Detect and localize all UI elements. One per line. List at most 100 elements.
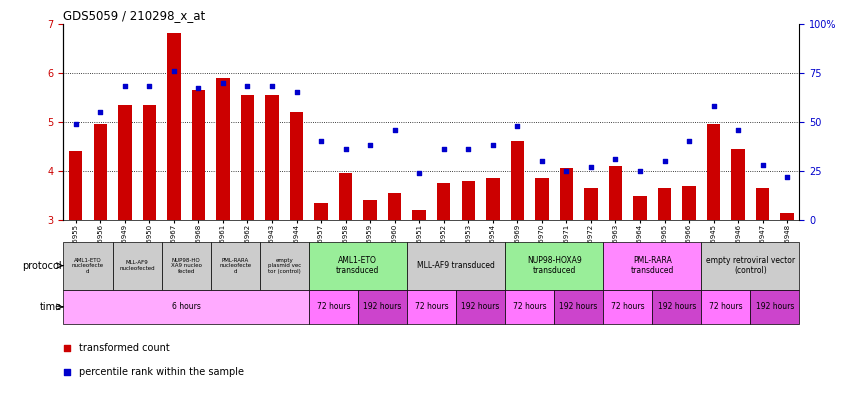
Bar xyxy=(652,290,701,324)
Text: percentile rank within the sample: percentile rank within the sample xyxy=(79,367,244,377)
Text: 72 hours: 72 hours xyxy=(415,302,448,311)
Bar xyxy=(290,112,303,220)
Text: 72 hours: 72 hours xyxy=(513,302,547,311)
Bar xyxy=(358,290,407,324)
Text: 72 hours: 72 hours xyxy=(316,302,350,311)
Text: 192 hours: 192 hours xyxy=(755,302,794,311)
Text: protocol: protocol xyxy=(23,261,63,271)
Text: AML1-ETO
nucleofecte
d: AML1-ETO nucleofecte d xyxy=(72,258,104,274)
Bar xyxy=(241,95,254,220)
Bar xyxy=(309,242,407,290)
Bar xyxy=(364,200,376,220)
Text: 192 hours: 192 hours xyxy=(657,302,696,311)
Point xyxy=(338,146,352,152)
Text: 192 hours: 192 hours xyxy=(461,302,500,311)
Point xyxy=(60,369,74,376)
Bar xyxy=(143,105,156,220)
Text: AML1-ETO
transduced: AML1-ETO transduced xyxy=(336,256,380,275)
Bar xyxy=(756,188,769,220)
Bar xyxy=(554,290,603,324)
Bar xyxy=(260,242,309,290)
Point xyxy=(780,174,794,180)
Point xyxy=(118,83,131,90)
Text: PML-RARA
nucleofecte
d: PML-RARA nucleofecte d xyxy=(219,258,251,274)
Point xyxy=(608,156,622,162)
Text: transformed count: transformed count xyxy=(79,343,169,353)
Bar xyxy=(407,242,505,290)
Point xyxy=(731,127,744,133)
Point xyxy=(412,170,426,176)
Bar xyxy=(309,290,358,324)
Bar xyxy=(683,185,695,220)
Point xyxy=(682,138,695,145)
Bar xyxy=(168,33,180,220)
Bar xyxy=(701,290,750,324)
Point xyxy=(535,158,548,164)
Bar xyxy=(634,195,646,220)
Bar xyxy=(315,203,327,220)
Bar xyxy=(162,242,211,290)
Point xyxy=(289,89,303,95)
Point xyxy=(657,158,671,164)
Bar xyxy=(94,124,107,220)
Point xyxy=(387,127,401,133)
Point xyxy=(60,345,74,351)
Text: 72 hours: 72 hours xyxy=(611,302,645,311)
Bar xyxy=(63,242,113,290)
Bar xyxy=(707,124,720,220)
Point xyxy=(216,79,229,86)
Text: empty retroviral vector
(control): empty retroviral vector (control) xyxy=(706,256,795,275)
Bar xyxy=(192,90,205,220)
Text: GDS5059 / 210298_x_at: GDS5059 / 210298_x_at xyxy=(63,9,206,22)
Text: time: time xyxy=(40,302,63,312)
Point xyxy=(584,164,597,170)
Bar xyxy=(732,149,744,220)
Point xyxy=(314,138,327,145)
Text: 192 hours: 192 hours xyxy=(559,302,598,311)
Point xyxy=(363,142,376,149)
Point xyxy=(191,85,205,92)
Text: NUP98-HO
XA9 nucleo
fected: NUP98-HO XA9 nucleo fected xyxy=(171,258,201,274)
Point xyxy=(240,83,254,90)
Bar xyxy=(388,193,401,220)
Text: MLL-AF9
nucleofected: MLL-AF9 nucleofected xyxy=(119,261,155,271)
Point xyxy=(437,146,450,152)
Bar xyxy=(266,95,278,220)
Bar xyxy=(63,290,309,324)
Bar xyxy=(603,290,652,324)
Text: 6 hours: 6 hours xyxy=(172,302,201,311)
Bar xyxy=(603,242,701,290)
Point xyxy=(559,168,573,174)
Bar xyxy=(750,290,799,324)
Bar xyxy=(211,242,260,290)
Point xyxy=(706,103,720,109)
Point xyxy=(265,83,278,90)
Bar xyxy=(339,173,352,220)
Point xyxy=(167,68,180,74)
Text: MLL-AF9 transduced: MLL-AF9 transduced xyxy=(417,261,495,270)
Point xyxy=(755,162,769,168)
Point xyxy=(633,168,646,174)
Bar xyxy=(536,178,548,220)
Bar xyxy=(486,178,499,220)
Bar xyxy=(701,242,799,290)
Bar xyxy=(658,188,671,220)
Text: PML-RARA
transduced: PML-RARA transduced xyxy=(630,256,674,275)
Bar xyxy=(609,166,622,220)
Bar xyxy=(69,151,82,220)
Text: 72 hours: 72 hours xyxy=(709,302,743,311)
Text: 192 hours: 192 hours xyxy=(363,302,402,311)
Point xyxy=(510,123,524,129)
Text: empty
plasmid vec
tor (control): empty plasmid vec tor (control) xyxy=(267,258,301,274)
Bar xyxy=(560,169,573,220)
Bar xyxy=(437,183,450,220)
Bar xyxy=(456,290,505,324)
Bar xyxy=(781,213,794,220)
Bar xyxy=(413,210,426,220)
Bar xyxy=(505,290,554,324)
Point xyxy=(486,142,499,149)
Point xyxy=(69,121,82,127)
Bar xyxy=(118,105,131,220)
Bar xyxy=(407,290,456,324)
Bar xyxy=(113,242,162,290)
